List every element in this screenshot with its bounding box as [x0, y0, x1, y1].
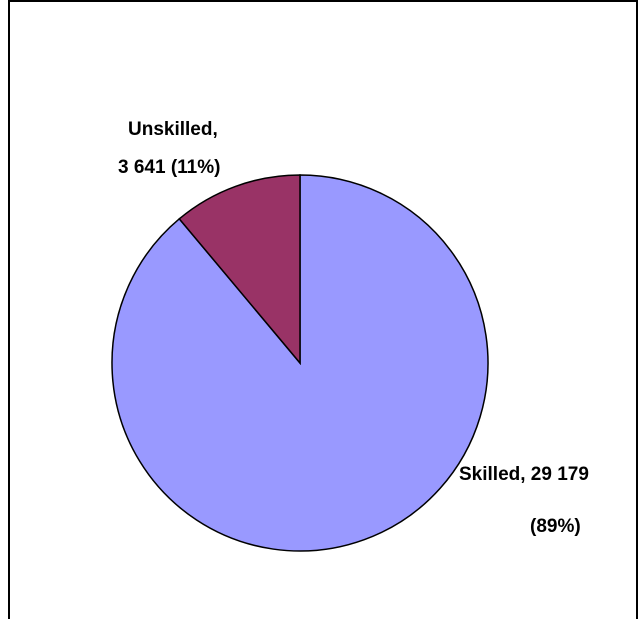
pie-slices: [111, 174, 489, 552]
slice-label-unskilled-line1: Unskilled,: [128, 119, 218, 140]
slice-label-unskilled-line2: 3 641 (11%): [118, 157, 221, 178]
pie-slice-unskilled: [178, 174, 301, 366]
chart-area: Unskilled, 3 641 (11%) Skilled, 29 179 (…: [8, 0, 638, 619]
slice-label-skilled-line1: Skilled, 29 179: [459, 464, 589, 485]
slice-label-skilled-line2: (89%): [530, 516, 581, 537]
pie-chart: [8, 0, 638, 619]
